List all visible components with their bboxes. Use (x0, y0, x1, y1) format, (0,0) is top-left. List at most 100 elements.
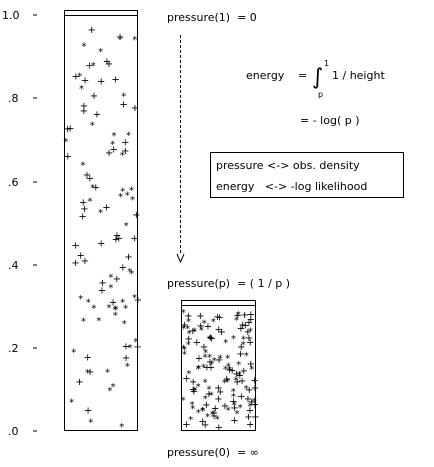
particle: + (223, 374, 231, 385)
particle: * (111, 382, 116, 393)
particle: * (201, 362, 206, 373)
particle: * (203, 348, 208, 359)
particle: * (88, 417, 93, 428)
particle: + (251, 383, 259, 394)
particle: + (238, 376, 246, 387)
particle: + (206, 332, 214, 343)
eq-lower: p (318, 90, 323, 99)
particle: + (72, 72, 80, 83)
particle: * (238, 403, 243, 414)
particle: + (251, 399, 259, 410)
particle: * (91, 61, 96, 72)
particle: * (200, 406, 205, 417)
particle: + (240, 366, 248, 377)
particle: + (113, 274, 121, 285)
particle: * (235, 409, 240, 420)
particle: * (80, 161, 85, 172)
tick-label: 1.0 (2, 9, 20, 22)
particle: * (112, 131, 117, 142)
particle: + (204, 322, 212, 333)
particle: + (245, 385, 253, 396)
particle: + (81, 75, 89, 86)
tick-label: .8 (8, 92, 19, 105)
particle: * (63, 137, 68, 148)
particle: * (128, 343, 133, 354)
particle: * (127, 267, 132, 278)
particle: * (78, 294, 83, 305)
eq-result: = - log( p ) (300, 114, 360, 127)
equation: energy = ∫ 1 p 1 / height = - log( p ) (246, 59, 385, 127)
particle: * (227, 365, 232, 376)
particle: + (66, 123, 74, 134)
particle: * (248, 401, 253, 412)
particle: * (203, 378, 208, 389)
particle: * (129, 269, 134, 280)
particle: * (96, 316, 101, 327)
particle: * (130, 195, 135, 206)
particle: * (241, 334, 246, 345)
particle: * (244, 351, 249, 362)
particle: + (237, 323, 245, 334)
particle: + (105, 59, 113, 70)
legend: pressure <-> obs. density energy <-> -lo… (216, 159, 367, 193)
particle: * (209, 391, 214, 402)
particle: + (236, 371, 244, 382)
particle: * (186, 317, 191, 328)
particle: + (122, 341, 130, 352)
particle: * (79, 84, 84, 95)
particle: + (79, 211, 87, 222)
particle: * (202, 319, 207, 330)
particle: + (83, 170, 91, 181)
particle: + (121, 138, 129, 149)
particle: * (233, 375, 238, 386)
particle: + (85, 60, 93, 71)
particle: + (218, 327, 226, 338)
particle: + (248, 397, 256, 408)
particle: + (215, 355, 223, 366)
particle: + (124, 252, 132, 263)
particle: * (69, 398, 74, 409)
particle: * (207, 334, 212, 345)
particle: * (192, 386, 197, 397)
particle: * (77, 72, 82, 83)
particle: + (236, 349, 244, 360)
particle: * (211, 317, 216, 328)
particle: + (84, 406, 92, 417)
particle: * (118, 34, 123, 45)
particle: + (63, 124, 71, 135)
legend-line: energy <-> -log likelihood (216, 180, 367, 193)
tick-label: .4 (8, 259, 19, 272)
particle: + (182, 419, 190, 430)
particle: + (111, 74, 119, 85)
particle: * (236, 310, 241, 321)
particle: + (116, 32, 124, 43)
particle: + (214, 394, 222, 405)
particle: + (211, 403, 219, 414)
particle: * (231, 387, 236, 398)
particle: * (107, 386, 112, 397)
particle: * (86, 297, 91, 308)
particle: + (88, 25, 96, 36)
particle: + (246, 406, 254, 417)
particle: + (80, 101, 88, 112)
particle: * (123, 304, 128, 315)
particle: + (205, 389, 213, 400)
particle: + (71, 240, 79, 251)
particle: * (249, 365, 254, 376)
particle: * (125, 361, 130, 372)
particle: * (223, 338, 228, 349)
particle: * (192, 326, 197, 337)
particle: * (215, 414, 220, 425)
particle: * (185, 324, 190, 335)
particle: + (64, 152, 72, 163)
particle: * (207, 385, 212, 396)
particle: + (98, 286, 106, 297)
particle: + (244, 327, 252, 338)
particle: + (109, 298, 117, 309)
particle: * (186, 340, 191, 351)
particle: * (85, 368, 90, 379)
particle: * (108, 283, 113, 294)
particle: + (79, 197, 87, 208)
particle: * (222, 378, 227, 389)
particle: + (86, 174, 94, 185)
